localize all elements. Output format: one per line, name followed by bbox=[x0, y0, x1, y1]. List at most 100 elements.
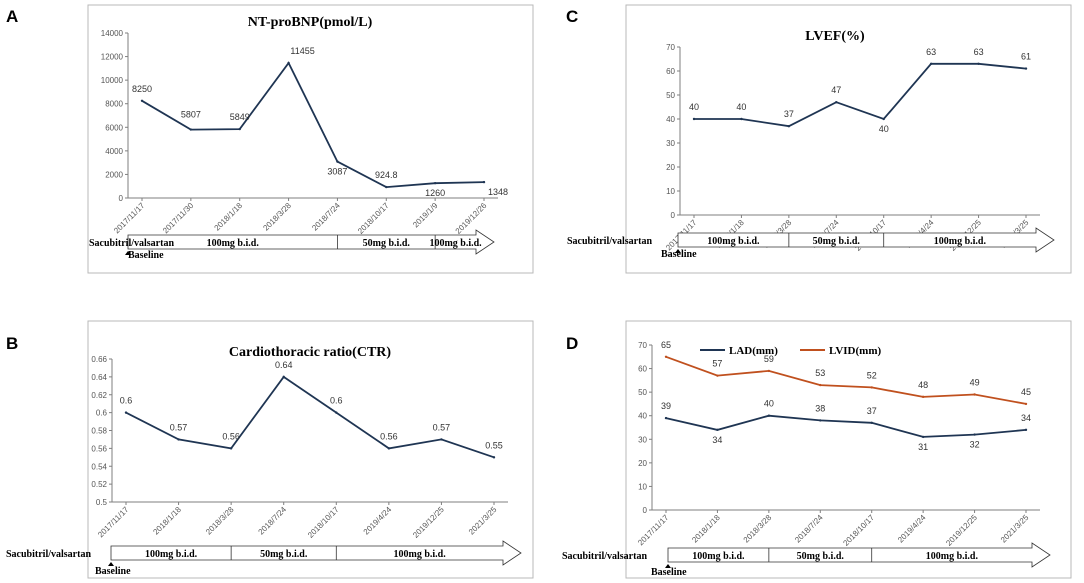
panel-b: B Cardiothoracic ratio(CTR) 0.5 0.52 0.54 0… bbox=[6, 320, 534, 579]
panel-d-data-label: 48 bbox=[918, 380, 928, 390]
panel-a-data-label: 1260 bbox=[425, 188, 445, 198]
panel-b-data-point bbox=[335, 411, 338, 414]
panel-b-data-point bbox=[124, 411, 128, 414]
panel-d-timeline: Sacubitril/valsartan 100mg b.i.d. 50mg b.i… bbox=[562, 542, 1051, 578]
panel-c-data-point bbox=[977, 62, 980, 65]
panel-c-data-point bbox=[835, 101, 838, 104]
panel-b-y-tick-label: 0.66 bbox=[91, 355, 107, 364]
panel-d-data-point bbox=[1024, 428, 1028, 432]
panel-c-dosing-label: 100mg b.i.d. bbox=[934, 236, 987, 247]
panel-c-data-label: 61 bbox=[1021, 52, 1031, 62]
panel-d-data-point bbox=[819, 383, 822, 387]
panel-b-title: Cardiothoracic ratio(CTR) bbox=[229, 345, 391, 360]
panel-a-dosing-arrow bbox=[127, 229, 495, 255]
panel-b-drug-label: Sacubitril/valsartan bbox=[6, 549, 91, 560]
panel-d-y-tick-label: 60 bbox=[638, 365, 647, 374]
panel-d-y-tick-label: 50 bbox=[638, 388, 647, 397]
panel-d-data-point bbox=[767, 369, 771, 373]
panel-d-data-point bbox=[716, 428, 719, 432]
panel-c-title: LVEF(%) bbox=[805, 29, 865, 44]
panel-b-y-tick-label: 0.5 bbox=[96, 498, 108, 507]
panel-b-y-tick-label: 0.54 bbox=[91, 462, 107, 471]
panel-c-label: C bbox=[566, 7, 578, 26]
panel-a-y-tick-label: 10000 bbox=[101, 76, 124, 85]
panel-d-dosing-label: 50mg b.i.d. bbox=[797, 551, 845, 562]
panel-a-data-point bbox=[140, 99, 144, 102]
panel-c-data-label: 40 bbox=[689, 102, 699, 112]
panel-d-y-tick-label: 30 bbox=[638, 435, 647, 444]
panel-a-drug-label: Sacubitril/valsartan bbox=[89, 238, 174, 249]
panel-c-y-tick-label: 50 bbox=[666, 91, 675, 100]
panel-d-series-line-0 bbox=[665, 414, 1027, 438]
panel-b-data-point bbox=[440, 438, 443, 441]
panel-b-data-label: 0.55 bbox=[485, 440, 503, 450]
panel-a-dosing-label: 50mg b.i.d. bbox=[363, 238, 411, 249]
panel-a-y-tick-label: 14000 bbox=[101, 29, 124, 38]
panel-a-data-point bbox=[482, 180, 486, 184]
panel-c-data-label: 47 bbox=[831, 85, 841, 95]
panel-c-y-tick-label: 30 bbox=[666, 139, 675, 148]
panel-a-data-point bbox=[189, 128, 193, 131]
panel-c-data-label: 63 bbox=[926, 47, 936, 57]
panel-d-y-tick-label: 40 bbox=[638, 412, 647, 421]
panel-a-y-tick-label: 12000 bbox=[101, 53, 124, 62]
panel-d-data-point bbox=[819, 419, 822, 422]
panel-b-y-tick-label: 0.56 bbox=[91, 444, 107, 453]
panel-a-data-point bbox=[385, 185, 388, 189]
panel-a-data-label: 5849 bbox=[230, 112, 250, 122]
panel-b-baseline-marker bbox=[108, 562, 114, 566]
panel-c-baseline-marker bbox=[675, 249, 681, 253]
panel-a-frame bbox=[87, 4, 534, 274]
panel-d-baseline-label: Baseline bbox=[651, 567, 687, 578]
panel-d-y-tick-label: 0 bbox=[643, 506, 648, 515]
panel-d-data-label: 52 bbox=[867, 370, 877, 380]
panel-a-y-tick-label: 4000 bbox=[105, 147, 123, 156]
panel-b-y-tick-label: 0.58 bbox=[91, 427, 107, 436]
panel-a-baseline-marker bbox=[125, 251, 131, 255]
panel-c-data-point bbox=[882, 117, 885, 121]
panel-d-data-label: 53 bbox=[815, 368, 825, 378]
panel-b-data-label: 0.56 bbox=[222, 431, 240, 441]
panel-a-dosing-label: 100mg b.i.d. bbox=[429, 238, 482, 249]
panel-c-data-label: 40 bbox=[879, 124, 889, 134]
panel-c-data-point bbox=[692, 117, 696, 121]
panel-d-dosing-label: 100mg b.i.d. bbox=[926, 551, 979, 562]
panel-a-title: NT-proBNP(pmol/L) bbox=[248, 15, 373, 30]
panel-a-y-tick-label: 0 bbox=[119, 194, 124, 203]
panel-d-data-label: 34 bbox=[712, 435, 722, 445]
panel-a: A NT-proBNP(pmol/L) 0 2000 4000 6000 8000 100… bbox=[6, 4, 534, 274]
panel-a-timeline: Sacubitril/valsartan 100mg b.i.d. 50mg b.i… bbox=[89, 229, 495, 261]
panel-d-data-point bbox=[716, 374, 719, 377]
panel-d-data-label: 37 bbox=[867, 406, 877, 416]
panel-b-data-label: 0.6 bbox=[330, 396, 343, 406]
panel-d-dosing-arrow bbox=[667, 542, 1051, 568]
panel-a-data-label: 8250 bbox=[132, 84, 152, 94]
panel-d-data-point bbox=[767, 414, 771, 417]
panel-c-data-point bbox=[929, 62, 933, 65]
panel-d-data-label: 31 bbox=[918, 442, 928, 452]
panel-d-data-label: 49 bbox=[970, 378, 980, 388]
panel-c-dosing-arrow bbox=[677, 227, 1055, 253]
panel-c-y-tick-label: 70 bbox=[666, 43, 675, 52]
panel-a-y-tick-label: 2000 bbox=[105, 170, 123, 179]
panel-d-data-point bbox=[870, 386, 873, 389]
panel-d-data-point bbox=[870, 421, 873, 424]
panel-a-data-label: 924.8 bbox=[375, 170, 398, 180]
panel-b-data-label: 0.57 bbox=[433, 422, 451, 432]
panel-d-series-line-1 bbox=[665, 355, 1027, 405]
panel-b-data-point bbox=[229, 447, 233, 450]
panel-a-y-tick-label: 6000 bbox=[105, 123, 123, 132]
panel-b-label: B bbox=[6, 334, 18, 353]
panel-a-data-point bbox=[238, 127, 241, 131]
panel-c-data-label: 40 bbox=[736, 102, 746, 112]
panel-b-data-point bbox=[177, 438, 180, 441]
panel-d-y-tick-label: 70 bbox=[638, 341, 647, 350]
panel-b-dosing-arrow bbox=[110, 540, 522, 566]
panel-c-dosing-label: 100mg b.i.d. bbox=[707, 236, 760, 247]
panel-d-data-label: 39 bbox=[661, 401, 671, 411]
panel-c-data-point bbox=[1024, 67, 1028, 70]
panel-c-drug-label: Sacubitril/valsartan bbox=[567, 236, 652, 247]
legend-label-lvid: LVID(mm) bbox=[829, 345, 881, 357]
panel-c-data-label: 37 bbox=[784, 109, 794, 119]
legend-label-lad: LAD(mm) bbox=[729, 345, 778, 357]
